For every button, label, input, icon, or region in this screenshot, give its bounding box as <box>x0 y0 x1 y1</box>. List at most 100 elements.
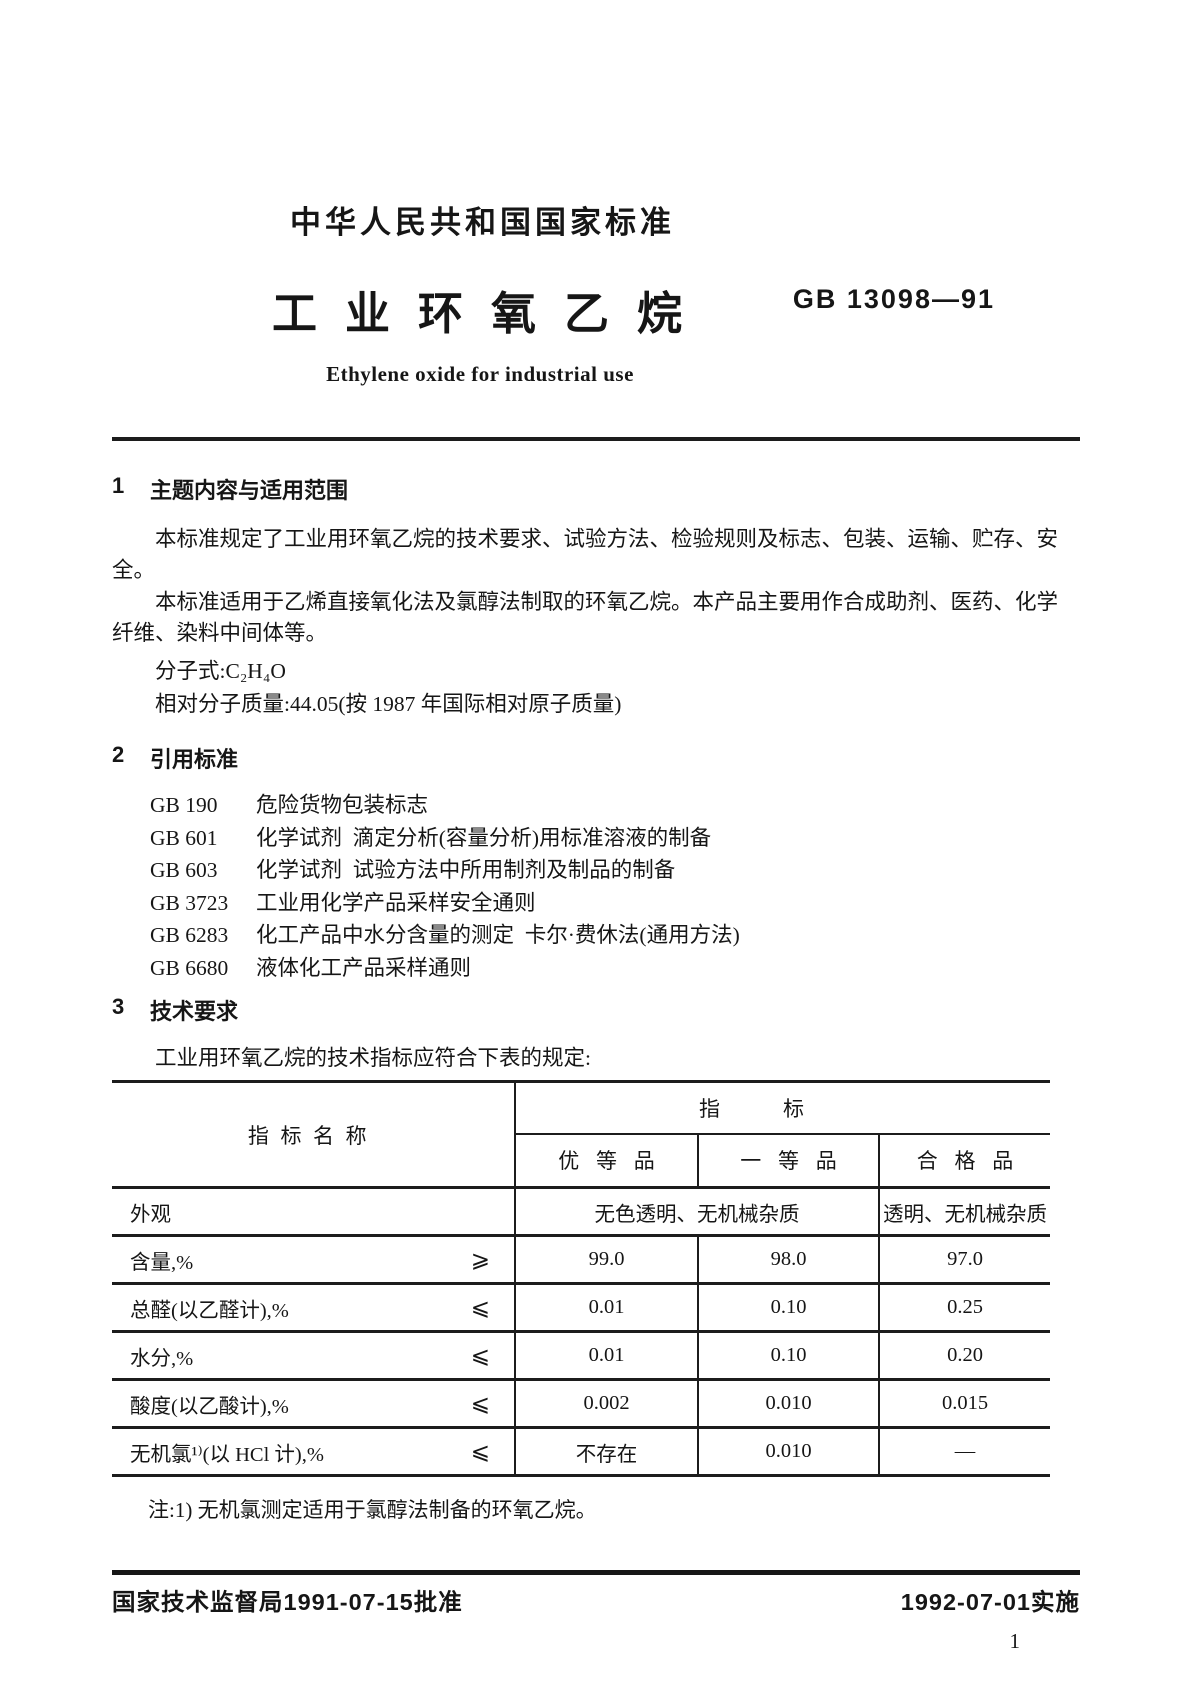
spec-name: 无机氯¹⁾(以 HCl 计),% <box>130 1443 324 1466</box>
first-grade-value: 0.010 <box>698 1427 880 1476</box>
reference-code: GB 6680 <box>150 955 229 980</box>
spec-name-cell: 酸度(以乙酸计),% ⩽ <box>112 1379 516 1428</box>
spec-name: 含量,% <box>130 1251 194 1274</box>
spec-name: 水分,% <box>130 1347 194 1370</box>
spec-name-cell: 无机氯¹⁾(以 HCl 计),% ⩽ <box>112 1427 516 1476</box>
reference-item: GB 6283 化工产品中水分含量的测定 卡尔·费休法(通用方法) <box>150 919 1080 952</box>
table-header-row-1: 指标名称 指标 <box>112 1081 1051 1188</box>
premium-grade-value: 0.002 <box>515 1379 699 1428</box>
first-grade-value: 0.10 <box>698 1331 880 1380</box>
table-header-qualified-grade: 合格品 <box>916 1149 1031 1174</box>
footer-divider <box>112 1570 1080 1575</box>
comparison-operator: ⩽ <box>470 1343 490 1368</box>
reference-title: 工业用化学产品采样安全通则 <box>256 890 536 915</box>
reference-title: 危险货物包装标志 <box>256 793 429 817</box>
reference-code: GB 3723 <box>150 890 229 915</box>
section-3-number: 3 <box>112 994 125 1019</box>
molar-mass: 相对分子质量:44.05(按 1987 年国际相对原子质量) <box>155 692 622 716</box>
spec-name: 总醛(以乙醛计),% <box>130 1299 289 1322</box>
qualified-grade-value: 0.20 <box>947 1344 983 1366</box>
qualified-grade-value: 0.015 <box>941 1392 989 1414</box>
spec-name-wrap: 酸度(以乙酸计),% ⩽ <box>112 1389 514 1419</box>
section-3-title: 技术要求 <box>150 999 239 1024</box>
reference-list: GB 190 危险货物包装标志 GB 601 化学试剂 滴定分析(容量分析)用标准溶液… <box>112 789 1080 984</box>
premium-grade-value: 99.0 <box>515 1235 699 1284</box>
section-1-heading: 1 主题内容与适用范围 <box>112 473 1080 505</box>
scope-paragraph-2: 本标准适用于乙烯直接氧化法及氯醇法制取的环氧乙烷。本产品主要用作合成助剂、医药、… <box>112 590 1059 645</box>
premium-grade-value: 不存在 <box>515 1427 699 1476</box>
section-2-heading: 2 引用标准 <box>112 742 1080 774</box>
reference-item: GB 6680 液体化工产品采样通则 <box>150 952 1080 985</box>
reference-title: 液体化工产品采样通则 <box>256 955 472 980</box>
spec-name-cell: 水分,% ⩽ <box>112 1331 516 1380</box>
table-header-row-2: 优等品 一等品 合格品 <box>112 1133 1051 1188</box>
table-intro: 工业用环氧乙烷的技术指标应符合下表的规定: <box>155 1046 591 1070</box>
section-2-title: 引用标准 <box>150 747 239 772</box>
section-3-heading: 3 技术要求 <box>112 994 1080 1026</box>
section-2-number: 2 <box>112 742 125 767</box>
spec-name-wrap: 含量,% ⩾ <box>112 1245 514 1275</box>
qualified-grade-value: 透明、无机械杂质 <box>883 1203 1047 1226</box>
document-title: 工业环氧乙烷 <box>272 287 711 339</box>
spec-name-wrap: 水分,% ⩽ <box>112 1341 514 1371</box>
first-grade-value: 0.10 <box>698 1283 880 1332</box>
qualified-grade-value: 0.25 <box>947 1296 983 1318</box>
reference-title: 化工产品中水分含量的测定 卡尔·费休法(通用方法) <box>256 923 740 947</box>
reference-code: GB 6283 <box>150 923 229 947</box>
approval-statement: 国家技术监督局1991-07-15批准 <box>112 1589 463 1615</box>
title-row: 工业环氧乙烷 GB 13098—91 <box>112 280 1080 339</box>
reference-item: GB 190 危险货物包装标志 <box>150 789 1080 822</box>
spec-name: 酸度(以乙酸计),% <box>130 1395 289 1418</box>
qualified-grade-value: 97.0 <box>947 1248 983 1270</box>
spec-name: 外观 <box>130 1203 171 1226</box>
comparison-operator: ⩽ <box>470 1439 490 1464</box>
molecular-formula: 分子式:C₂H₄O <box>155 659 286 683</box>
premium-grade-value: 0.01 <box>515 1283 699 1332</box>
section-1-title: 主题内容与适用范围 <box>150 478 349 503</box>
table-footnote: 注:1) 无机氯测定适用于氯醇法制备的环氧乙烷。 <box>148 1498 597 1522</box>
reference-item: GB 603 化学试剂 试验方法中所用制剂及制品的制备 <box>150 854 1080 887</box>
reference-code: GB 603 <box>150 858 218 882</box>
english-subtitle: Ethylene oxide for industrial use <box>326 362 634 386</box>
table-header-spec-name: 指标名称 <box>112 1081 516 1188</box>
table-row: 酸度(以乙酸计),% ⩽ 0.002 0.010 0.015 <box>112 1379 1051 1428</box>
table-row: 无机氯¹⁾(以 HCl 计),% ⩽ 不存在 0.010 — <box>112 1427 1050 1476</box>
comparison-operator: ⩽ <box>470 1391 490 1416</box>
table-row: 外观 无色透明、无机械杂质 透明、无机械杂质 <box>112 1187 1051 1236</box>
spec-name-cell: 总醛(以乙醛计),% ⩽ <box>112 1283 516 1332</box>
premium-grade-value: 0.01 <box>515 1331 699 1380</box>
reference-title: 化学试剂 滴定分析(容量分析)用标准溶液的制备 <box>256 825 712 850</box>
page-number: 1 <box>1009 1629 1021 1653</box>
section-1-number: 1 <box>112 473 125 498</box>
table-header-group: 指标 <box>515 1081 1051 1135</box>
standard-kicker: 中华人民共和国国家标准 <box>290 205 675 240</box>
spec-name-cell: 含量,% ⩾ <box>112 1235 516 1284</box>
comparison-operator: ⩽ <box>470 1295 490 1320</box>
reference-item: GB 601 化学试剂 滴定分析(容量分析)用标准溶液的制备 <box>150 822 1080 855</box>
first-grade-value: 98.0 <box>698 1235 880 1284</box>
reference-code: GB 190 <box>150 793 218 817</box>
table-header-first-grade: 一等品 <box>698 1133 880 1188</box>
header-divider <box>112 437 1080 441</box>
premium-first-merged-value: 无色透明、无机械杂质 <box>515 1187 880 1236</box>
footer-row: 国家技术监督局1991-07-15批准 1992-07-01实施 <box>112 1583 1080 1617</box>
scope-paragraph-1: 本标准规定了工业用环氧乙烷的技术要求、试验方法、检验规则及标志、包装、运输、贮存… <box>112 527 1059 582</box>
table-header-premium-grade: 优等品 <box>515 1133 699 1188</box>
comparison-operator: ⩾ <box>470 1247 490 1272</box>
reference-item: GB 3723 工业用化学产品采样安全通则 <box>150 887 1080 920</box>
spec-name-wrap: 无机氯¹⁾(以 HCl 计),% ⩽ <box>112 1437 514 1467</box>
standard-number: GB 13098—91 <box>792 284 995 314</box>
table-row: 总醛(以乙醛计),% ⩽ 0.01 0.10 0.25 <box>112 1283 1051 1332</box>
spec-name-wrap: 总醛(以乙醛计),% ⩽ <box>112 1293 514 1323</box>
qualified-grade-value: — <box>954 1440 976 1462</box>
spec-name-wrap: 外观 <box>112 1197 514 1227</box>
table-row: 含量,% ⩾ 99.0 98.0 97.0 <box>112 1235 1051 1284</box>
table-row: 水分,% ⩽ 0.01 0.10 0.20 <box>112 1331 1051 1380</box>
implementation-statement: 1992-07-01实施 <box>900 1589 1080 1615</box>
first-grade-value: 0.010 <box>698 1379 880 1428</box>
spec-table: 指标名称 指标 优等品 一等品 合格品 外观 无色透明、无机械杂质 透明、无机械杂质… <box>112 1080 1051 1477</box>
reference-title: 化学试剂 试验方法中所用制剂及制品的制备 <box>256 858 676 882</box>
reference-code: GB 601 <box>150 825 218 850</box>
spec-name-cell: 外观 <box>112 1187 516 1236</box>
